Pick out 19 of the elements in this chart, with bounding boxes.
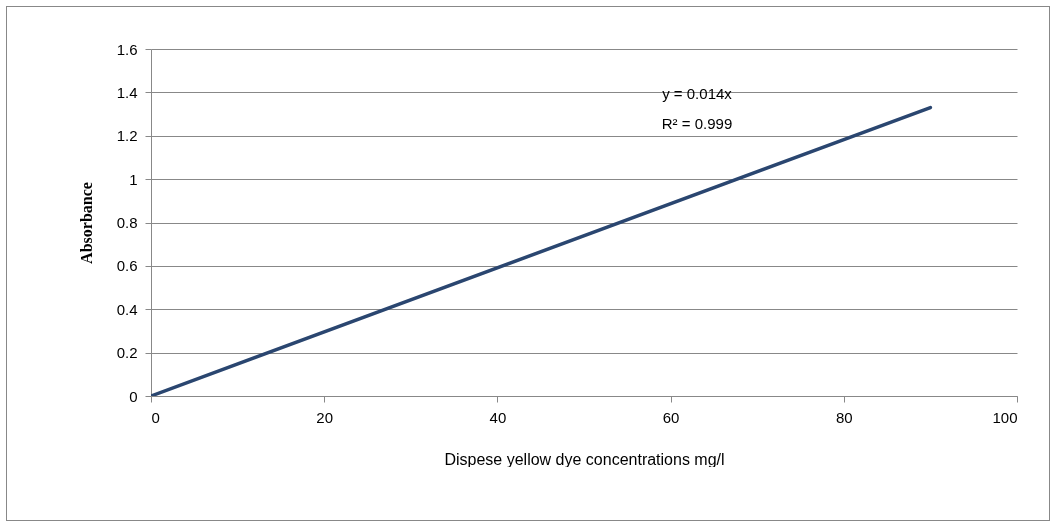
- y-tick-label: 0.8: [116, 214, 138, 231]
- y-tick-label: 1.6: [116, 40, 138, 58]
- y-tick-label: 1.4: [116, 83, 138, 101]
- y-axis-title: Absorbance: [77, 182, 95, 264]
- x-tick-label: 0: [151, 408, 160, 426]
- x-tick-label: 20: [316, 408, 334, 426]
- x-axis-title: Dispese yellow dye concentrations mg/l: [444, 450, 725, 468]
- y-tick-label: 1: [129, 170, 138, 188]
- y-tick-label: 0.4: [116, 300, 138, 318]
- annotation: y = 0.014x: [662, 85, 733, 102]
- annotation: R² = 0.999: [661, 115, 733, 132]
- x-tick-label: 60: [662, 408, 680, 426]
- y-tick-label: 0: [129, 387, 138, 405]
- y-tick-label: 0.6: [116, 257, 138, 275]
- x-tick-label: 100: [992, 408, 1018, 426]
- y-tick-label: 0.2: [116, 344, 138, 362]
- x-tick-label: 40: [489, 408, 507, 426]
- x-tick-label: 80: [835, 408, 853, 426]
- y-tick-label: 1.2: [116, 127, 138, 145]
